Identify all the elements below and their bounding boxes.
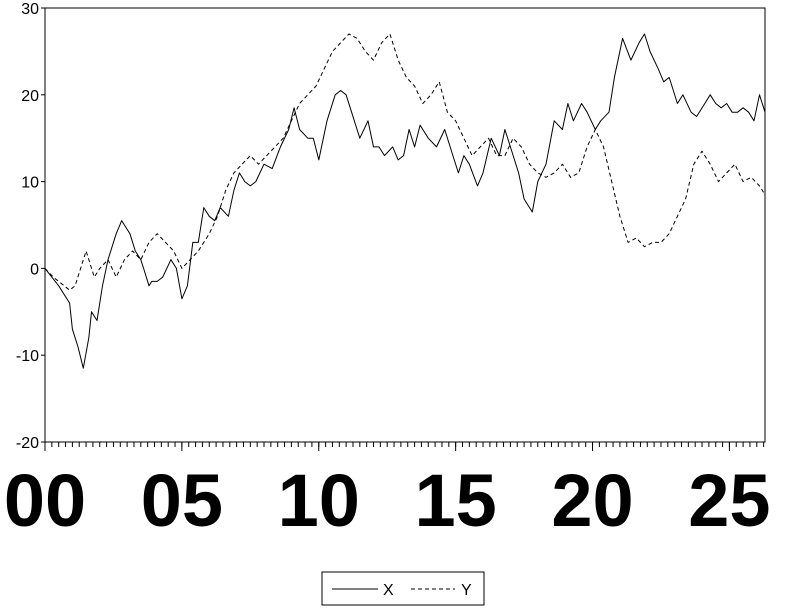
legend-label-x: X — [383, 582, 394, 599]
y-tick-label: 10 — [21, 175, 39, 192]
series-layer — [44, 33, 766, 369]
legend-label-y: Y — [461, 582, 472, 599]
x-tick-label: 25 — [688, 459, 770, 542]
y-tick-label: -20 — [16, 435, 39, 452]
y-tick-label: 20 — [21, 88, 39, 105]
x-tick-label: 20 — [551, 459, 633, 542]
series-line-x — [44, 33, 766, 369]
x-tick-label: 00 — [4, 459, 86, 542]
y-tick-label: -10 — [16, 348, 39, 365]
y-axis: -20 -10 0 10 20 30 — [16, 1, 45, 452]
x-tick-label: 05 — [141, 459, 223, 542]
x-tick-label: 15 — [414, 459, 496, 542]
x-axis: 00 05 10 15 20 25 — [4, 442, 771, 542]
series-line-y — [44, 33, 766, 291]
y-tick-label: 0 — [30, 261, 39, 278]
x-tick-label: 10 — [278, 459, 360, 542]
plot-frame — [44, 7, 766, 443]
plot-area — [44, 7, 766, 443]
legend: X Y — [321, 571, 485, 606]
y-tick-label: 30 — [21, 1, 39, 18]
